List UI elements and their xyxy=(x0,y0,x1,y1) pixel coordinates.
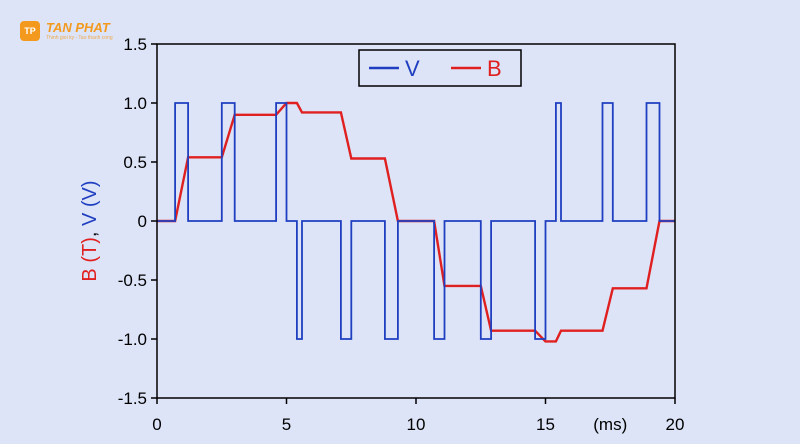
x-tick-label: 10 xyxy=(407,415,426,434)
brand-logo: TP TAN PHAT Thinh gioi ky - Tao thanh co… xyxy=(20,20,113,42)
series-layer xyxy=(157,101,675,343)
y-tick-label: 0 xyxy=(138,212,147,231)
logo-mark-icon: TP xyxy=(20,21,40,41)
y-axis-label-part: B (T) xyxy=(79,237,101,281)
y-tick-label: -0.5 xyxy=(118,271,147,290)
brand-name: TAN PHAT xyxy=(46,20,110,35)
y-axis-label-part: V (V) xyxy=(79,180,101,226)
brand-tagline: Thinh gioi ky - Tao thanh cong xyxy=(46,35,113,41)
axes: 1.5 1.0 0.5 0 -0.5 -1.0 -1.5 0 5 10 15 20 xyxy=(118,35,685,434)
y-tick-label: 0.5 xyxy=(123,153,147,172)
legend-label-B: B xyxy=(487,56,502,81)
y-tick-label: -1.5 xyxy=(118,389,147,408)
y-tick-label: 1.0 xyxy=(123,94,147,113)
x-tick-label: 20 xyxy=(666,415,685,434)
x-tick-label: 15 xyxy=(536,415,555,434)
x-tick-label: 0 xyxy=(152,415,161,434)
y-axis-label-part: , xyxy=(79,226,101,237)
legend-label-V: V xyxy=(405,56,420,81)
series-line-V xyxy=(157,102,675,340)
y-tick-label: -1.0 xyxy=(118,330,147,349)
y-axis-label: B (T), V (V) xyxy=(79,180,101,281)
logo-text: TAN PHAT Thinh gioi ky - Tao thanh cong xyxy=(46,21,113,41)
y-tick-label: 1.5 xyxy=(123,35,147,54)
x-tick-label: 5 xyxy=(282,415,291,434)
x-axis-label: (ms) xyxy=(593,415,627,434)
